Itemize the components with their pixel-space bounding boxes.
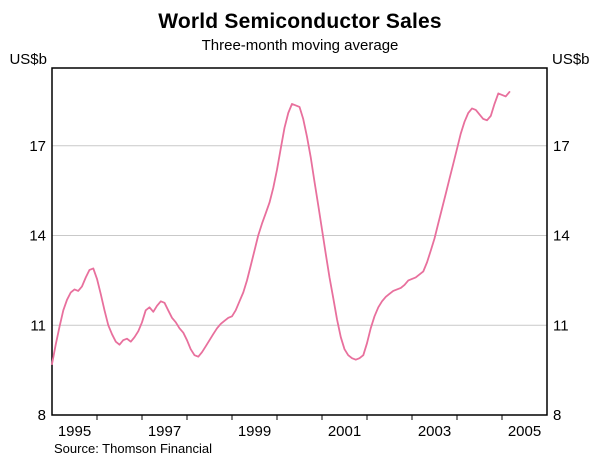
y-tick-label-left: 11 xyxy=(30,317,46,334)
chart-subtitle: Three-month moving average xyxy=(201,37,399,54)
series-line xyxy=(51,91,511,366)
chart-title: World Semiconductor Sales xyxy=(158,10,442,33)
x-tick-label: 1995 xyxy=(58,423,91,440)
x-tick-label: 2005 xyxy=(508,423,541,440)
x-tick-label: 2003 xyxy=(418,423,451,440)
y-tick-label-right: 8 xyxy=(553,407,561,424)
y-axis-unit-left: US$b xyxy=(9,51,47,68)
y-tick-label-left: 14 xyxy=(29,228,46,245)
y-axis-unit-right: US$b xyxy=(552,51,590,68)
plot-frame xyxy=(51,67,548,416)
y-tick-label-right: 14 xyxy=(553,228,570,245)
x-tick-label: 1999 xyxy=(238,423,271,440)
x-tick-label: 1997 xyxy=(148,423,181,440)
y-tick-label-right: 17 xyxy=(553,138,570,155)
source-note: Source: Thomson Financial xyxy=(54,441,213,456)
y-tick-label-right: 11 xyxy=(553,317,569,334)
y-tick-label-left: 17 xyxy=(29,138,46,155)
x-tick-label: 2001 xyxy=(328,423,361,440)
y-tick-label-left: 8 xyxy=(38,407,46,424)
